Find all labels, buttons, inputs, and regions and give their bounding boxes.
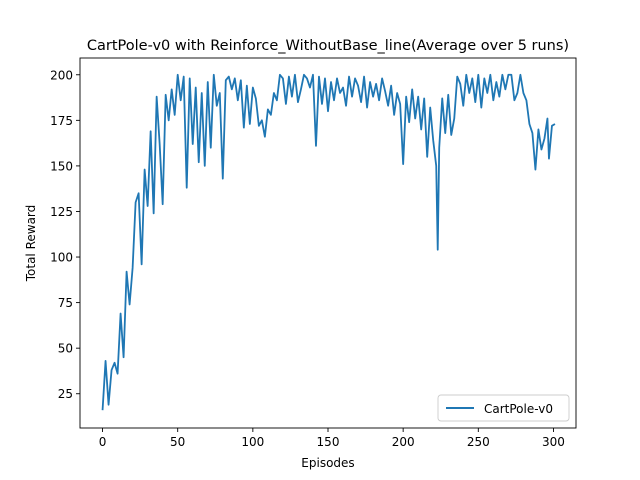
legend: CartPole-v0 [437,394,570,422]
legend-box [437,394,570,422]
y-tick-label: 100 [50,251,73,265]
axes-frame [79,57,577,429]
x-tick-label: 200 [392,435,415,449]
x-axis: 0 50 100 150 200 250 300 [99,428,565,449]
legend-label: CartPole-v0 [484,402,553,416]
x-tick-label: 100 [241,435,264,449]
series-line [101,73,556,411]
y-tick-label: 150 [50,159,73,173]
y-tick-label: 200 [50,68,73,82]
y-axis-label: Total Reward [24,205,38,283]
y-tick-label: 50 [58,342,73,356]
y-tick-label: 75 [58,296,73,310]
y-tick-label: 25 [58,387,73,401]
chart-title: CartPole-v0 with Reinforce_WithoutBase_l… [87,38,569,54]
y-tick-label: 175 [50,114,73,128]
y-axis: 25 50 75 100 125 150 175 200 [50,68,80,401]
x-tick-label: 50 [170,435,185,449]
x-tick-label: 300 [542,435,565,449]
x-tick-label: 250 [467,435,490,449]
x-tick-label: 0 [99,435,107,449]
y-tick-label: 125 [50,205,73,219]
x-axis-label: Episodes [301,456,354,470]
x-tick-label: 150 [317,435,340,449]
plot-area [101,73,556,411]
